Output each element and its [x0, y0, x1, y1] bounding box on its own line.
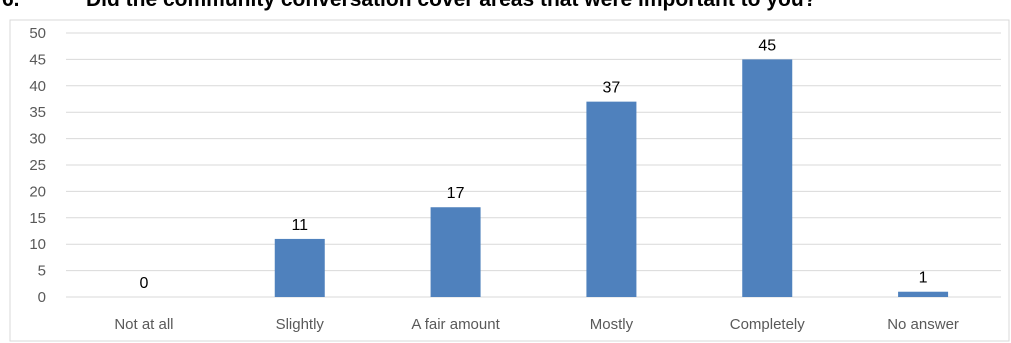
- x-tick-label: Mostly: [590, 316, 634, 333]
- y-tick-label: 45: [29, 51, 46, 68]
- chart-title-number: 6.: [2, 0, 20, 12]
- y-tick-label: 5: [38, 263, 46, 280]
- data-label: 37: [603, 80, 621, 97]
- bar: [898, 291, 949, 297]
- bar: [430, 207, 481, 297]
- data-labels: 0 11 17 37 45 1: [139, 37, 927, 292]
- data-label: 1: [919, 270, 928, 287]
- bars: [274, 59, 949, 298]
- x-tick-label: Not at all: [114, 316, 173, 333]
- data-label: 11: [291, 217, 308, 234]
- x-tick-label: No answer: [887, 316, 959, 333]
- y-tick-label: 0: [38, 289, 46, 306]
- data-label: 45: [758, 37, 776, 54]
- gridlines: [66, 32, 1001, 298]
- y-tick-label: 20: [29, 183, 46, 200]
- x-axis-tick-labels: Not at all Slightly A fair amount Mostly Com…: [114, 316, 959, 333]
- y-tick-label: 30: [29, 131, 46, 148]
- data-label: 0: [139, 275, 148, 292]
- y-tick-label: 40: [29, 78, 46, 95]
- x-tick-label: A fair amount: [411, 316, 500, 333]
- y-tick-label: 50: [29, 25, 46, 42]
- bar: [274, 238, 325, 297]
- x-tick-label: Completely: [730, 316, 806, 333]
- x-tick-label: Slightly: [276, 316, 325, 333]
- chart-area-border: [9, 19, 1010, 342]
- chart-title-text: Did the community conversation cover are…: [86, 0, 817, 12]
- bar: [742, 59, 793, 298]
- y-tick-label: 15: [29, 210, 46, 227]
- data-label: 17: [447, 185, 465, 202]
- chart-title: 6. Did the community conversation cover …: [0, 0, 1011, 18]
- y-tick-label: 10: [29, 236, 46, 253]
- bar: [586, 101, 637, 297]
- y-tick-label: 25: [29, 157, 46, 174]
- y-axis-tick-labels: 0 5 10 15 20 25 30 35 40 45 50: [29, 25, 46, 306]
- y-tick-label: 35: [29, 104, 46, 121]
